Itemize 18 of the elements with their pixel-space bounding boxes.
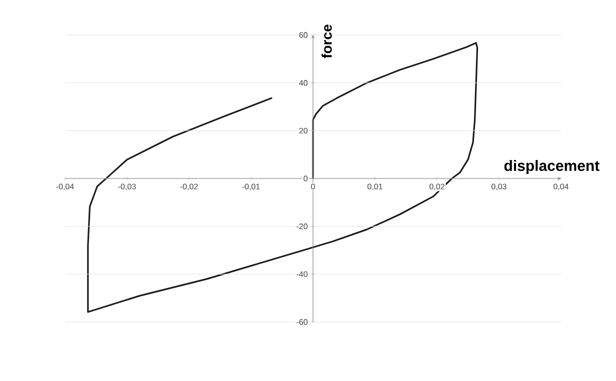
y-tick-label: -60 [296, 319, 308, 325]
y-tick-label: -40 [296, 271, 308, 277]
x-tick-label: -0,02 [180, 184, 198, 190]
y-tick-label: 60 [299, 32, 308, 38]
x-tick-label: -0,04 [56, 184, 74, 190]
y-tick-label: -20 [296, 224, 308, 230]
y-tick-label: 0 [304, 176, 308, 182]
x-tick-label: -0,01 [242, 184, 260, 190]
x-tick-label: 0 [311, 184, 315, 190]
x-tick-label: 0,03 [492, 184, 506, 190]
x-tick-label: -0,03 [118, 184, 136, 190]
y-axis-title: force [322, 24, 332, 58]
y-tick-label: 40 [299, 80, 308, 86]
x-tick-label: 0,04 [554, 184, 569, 190]
x-tick-label: 0,01 [368, 184, 382, 190]
y-tick-label: 20 [299, 128, 308, 134]
x-axis-title: displacement [504, 160, 600, 174]
x-tick-label: 0,02 [430, 184, 444, 190]
